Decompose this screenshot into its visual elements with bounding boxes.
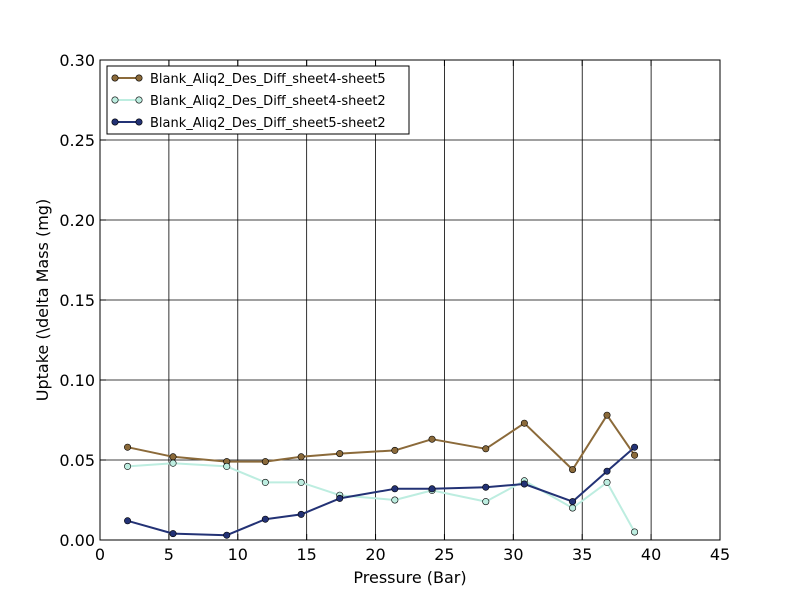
data-point [482,498,490,506]
x-tick-label: 15 [296,545,316,564]
legend-label: Blank_Aliq2_Des_Diff_sheet5-sheet2 [150,116,386,131]
x-tick-label: 20 [365,545,385,564]
data-point [124,517,132,525]
y-tick-label: 0.05 [59,451,95,470]
legend-marker [111,118,119,126]
data-point [169,459,177,467]
data-point [482,483,490,491]
data-point [169,453,177,461]
data-point [603,467,611,475]
data-point [569,466,577,474]
data-point [603,411,611,419]
legend-marker [111,96,119,104]
data-point [428,435,436,443]
data-point [169,530,177,538]
y-tick-label: 0.15 [59,291,95,310]
y-tick-label: 0.30 [59,51,95,70]
grid [100,60,720,540]
data-point [223,462,231,470]
x-tick-label: 35 [572,545,592,564]
y-tick-label: 0.20 [59,211,95,230]
data-point [261,458,269,466]
data-point [261,478,269,486]
data-point [631,528,639,536]
data-point [428,485,436,493]
legend: Blank_Aliq2_Des_Diff_sheet4-sheet5 Blank_… [106,65,410,135]
legend-marker [135,118,143,126]
legend-box [106,65,410,135]
legend-entry: Blank_Aliq2_Des_Diff_sheet4-sheet2 [111,94,386,109]
series-3 [124,443,639,539]
data-point [297,453,305,461]
legend-label: Blank_Aliq2_Des_Diff_sheet4-sheet5 [150,72,386,87]
legend-marker [111,74,119,82]
x-tick-label: 45 [710,545,730,564]
data-point [124,443,132,451]
data-point [520,480,528,488]
axis-ticks [99,59,721,541]
x-tick-label: 10 [228,545,248,564]
data-point [631,451,639,459]
data-point [297,478,305,486]
data-point [336,450,344,458]
data-point [336,494,344,502]
x-tick-label: 5 [164,545,174,564]
legend-entry: Blank_Aliq2_Des_Diff_sheet5-sheet2 [111,116,386,131]
data-point [603,478,611,486]
data-point [569,504,577,512]
y-tick-label: 0.25 [59,131,95,150]
y-tick-label: 0.00 [59,531,95,550]
data-point [124,462,132,470]
x-tick-label: 40 [641,545,661,564]
legend-entry: Blank_Aliq2_Des_Diff_sheet4-sheet5 [111,72,386,87]
legend-marker [135,96,143,104]
series-1 [124,411,639,474]
legend-label: Blank_Aliq2_Des_Diff_sheet4-sheet2 [150,94,386,109]
data-point [391,496,399,504]
tick-labels: 0 5 10 15 20 25 30 35 40 45 0.00 0.05 0.10 0.15 0.20 0.… [59,51,730,564]
data-point [631,443,639,451]
data-point [391,485,399,493]
x-tick-label: 0 [95,545,105,564]
data-point [482,445,490,453]
data-point [297,510,305,518]
data-point [520,419,528,427]
data-point [569,498,577,506]
data-point [223,531,231,539]
series-layer [124,411,639,539]
x-axis-title: Pressure (Bar) [353,568,466,587]
legend-entries: Blank_Aliq2_Des_Diff_sheet4-sheet5 Blank_… [111,72,386,131]
x-tick-label: 25 [434,545,454,564]
x-tick-label: 30 [503,545,523,564]
data-point [391,446,399,454]
data-point [261,515,269,523]
y-axis-title: Uptake (\delta Mass (mg) [33,199,52,401]
legend-marker [135,74,143,82]
y-tick-label: 0.10 [59,371,95,390]
